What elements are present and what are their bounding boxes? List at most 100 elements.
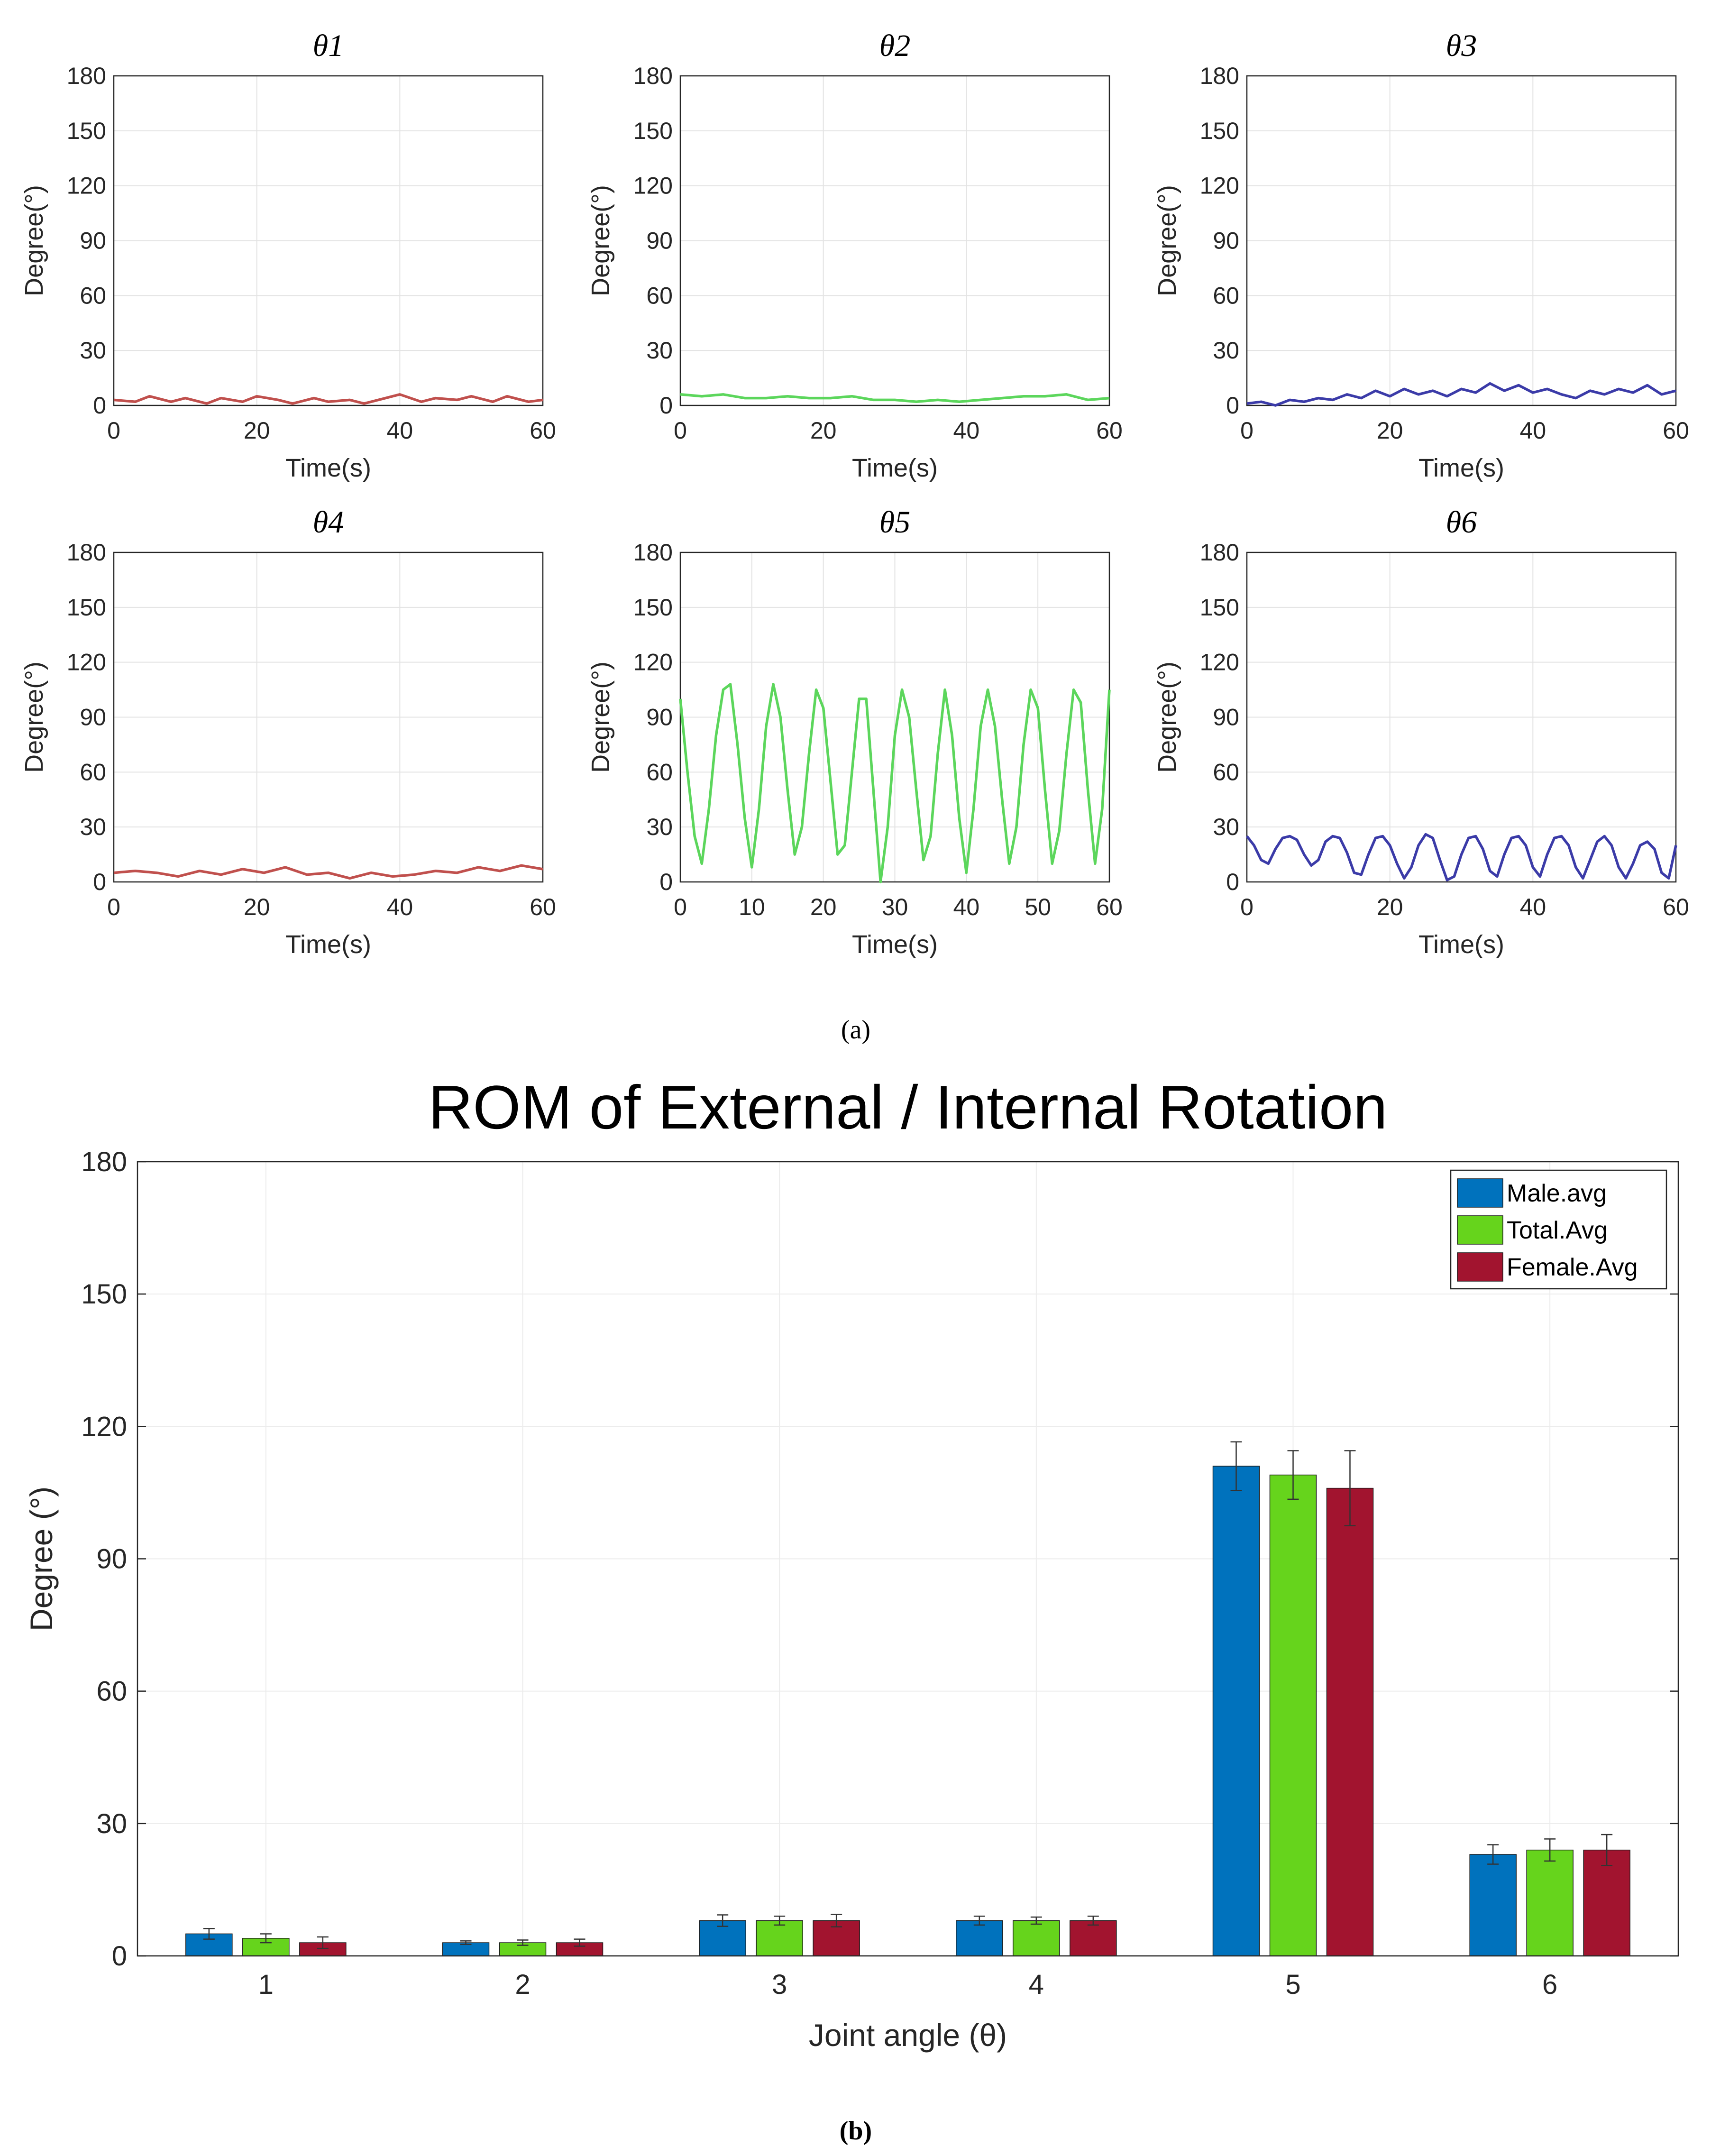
y-tick-label: 0: [1226, 392, 1239, 419]
x-tick-label: 20: [810, 417, 837, 444]
x-tick-label: 60: [530, 894, 556, 920]
x-tick-label: 60: [1663, 417, 1689, 444]
legend-label: Male.avg: [1507, 1180, 1607, 1207]
axes-box: [1246, 551, 1677, 883]
subplot-6: 0 30 60 90 120 150 180 0 20 40 60 θ6 Time(s) Degree(°…: [1153, 505, 1689, 959]
x-tick-label: 0: [674, 894, 687, 920]
y-axis-label: Degree(°): [20, 661, 48, 773]
bar-total-avg: [1013, 1920, 1060, 1956]
y-tick-label: 60: [1213, 282, 1239, 309]
y-tick-label: 60: [80, 282, 106, 309]
bar-female-avg: [1583, 1849, 1630, 1956]
x-tick-label: 5: [1285, 1969, 1300, 2000]
x-tick-label: 60: [1096, 894, 1123, 920]
x-axis-label: Time(s): [285, 930, 371, 959]
y-tick-label: 90: [80, 704, 106, 731]
y-axis-label: Degree(°): [586, 661, 615, 773]
caption-b: (b): [840, 2116, 872, 2146]
y-tick-label: 180: [633, 539, 673, 566]
y-tick-label: 0: [1226, 869, 1239, 895]
series-line: [113, 864, 543, 880]
y-tick-label: 90: [96, 1544, 127, 1575]
bar-female-avg: [1326, 1487, 1374, 1956]
y-tick-label: 120: [633, 173, 673, 199]
y-tick-label: 180: [67, 539, 106, 566]
x-tick-label: 20: [244, 894, 270, 920]
y-tick-label: 180: [81, 1147, 127, 1177]
y-axis-label: Degree(°): [20, 185, 48, 296]
x-tick-label: 3: [772, 1969, 787, 2000]
y-tick-label: 180: [1200, 63, 1239, 89]
y-tick-label: 0: [93, 392, 106, 419]
subplot-1: 0 30 60 90 120 150 180 0 20 40 60 θ1 Time(s) Degree(°…: [20, 28, 556, 482]
y-axis-label: Degree(°): [586, 185, 615, 296]
x-tick-label: 0: [1240, 417, 1254, 444]
y-tick-label: 90: [1213, 228, 1239, 254]
legend-label: Female.Avg: [1507, 1254, 1638, 1281]
subplot-title: θ1: [313, 28, 344, 63]
series-line: [679, 683, 1111, 883]
series-line: [1245, 833, 1677, 881]
y-axis-label: Degree(°): [1153, 185, 1181, 296]
x-tick-label: 40: [387, 417, 413, 444]
y-tick-label: 90: [80, 228, 106, 254]
bar-male-avg: [1212, 1466, 1260, 1956]
x-tick-label: 60: [530, 417, 556, 444]
x-tick-label: 2: [515, 1969, 530, 2000]
y-tick-label: 150: [81, 1279, 127, 1310]
panel-a-subplots: 0 30 60 90 120 150 180 0 20 40 60 θ1 Time(s) Degree(°…: [20, 28, 1689, 959]
y-axis-label: Degree(°): [1153, 661, 1181, 773]
x-tick-label: 0: [1240, 894, 1254, 920]
y-tick-label: 150: [67, 118, 106, 144]
y-tick-label: 150: [1200, 594, 1239, 621]
x-tick-label: 40: [953, 417, 980, 444]
subplot-4: 0 30 60 90 120 150 180 0 20 40 60 θ4 Time(s) Degree(°…: [20, 505, 556, 959]
y-tick-label: 60: [646, 759, 673, 785]
subplot-title: θ5: [879, 505, 910, 540]
legend: Male.avg Total.Avg Female.Avg: [1450, 1169, 1667, 1290]
x-tick-label: 60: [1663, 894, 1689, 920]
subplot-title: θ4: [313, 505, 344, 540]
y-tick-label: 30: [646, 814, 673, 840]
y-tick-label: 30: [646, 337, 673, 364]
x-tick-label: 60: [1096, 417, 1123, 444]
y-tick-label: 0: [659, 392, 673, 419]
y-tick-label: 90: [646, 704, 673, 731]
x-tick-label: 40: [953, 894, 980, 920]
y-tick-label: 120: [1200, 649, 1239, 676]
x-tick-label: 40: [1520, 417, 1546, 444]
x-tick-label: 0: [674, 417, 687, 444]
x-tick-label: 10: [739, 894, 765, 920]
y-tick-label: 30: [80, 337, 106, 364]
caption-a: (a): [841, 1015, 870, 1045]
x-tick-label: 20: [1377, 894, 1403, 920]
bar-total-avg: [756, 1920, 803, 1956]
axes-box: [113, 75, 544, 406]
series-line: [680, 393, 1110, 404]
y-tick-label: 150: [1200, 118, 1239, 144]
x-tick-label: 1: [258, 1969, 274, 2000]
y-axis-label: Degree (°): [24, 1486, 59, 1631]
y-tick-label: 30: [96, 1808, 127, 1839]
y-tick-label: 150: [633, 118, 673, 144]
x-axis-label: Time(s): [1418, 454, 1504, 482]
series-line: [1246, 382, 1676, 407]
bar-female-avg: [1070, 1920, 1117, 1956]
x-tick-label: 4: [1029, 1969, 1044, 2000]
panel-b-bar-chart: 0 30 60 90 120 150 180 1 2 3 4 5 6 ROM of External / …: [24, 1073, 1679, 2053]
y-tick-label: 0: [93, 869, 106, 895]
x-tick-label: 40: [387, 894, 413, 920]
x-tick-label: 40: [1520, 894, 1546, 920]
y-tick-label: 120: [67, 649, 106, 676]
subplot-2: 0 30 60 90 120 150 180 0 20 40 60 θ2 Time(s) Degree(°…: [586, 28, 1123, 482]
legend-label: Total.Avg: [1507, 1217, 1608, 1244]
axes-box: [113, 551, 544, 883]
axes-box: [1246, 75, 1677, 406]
bar-male-avg: [956, 1920, 1003, 1956]
y-tick-label: 90: [1213, 704, 1239, 731]
legend-swatch-male-avg: [1457, 1178, 1503, 1208]
x-axis-label: Time(s): [852, 930, 938, 959]
y-tick-label: 60: [96, 1676, 127, 1707]
y-tick-label: 180: [67, 63, 106, 89]
